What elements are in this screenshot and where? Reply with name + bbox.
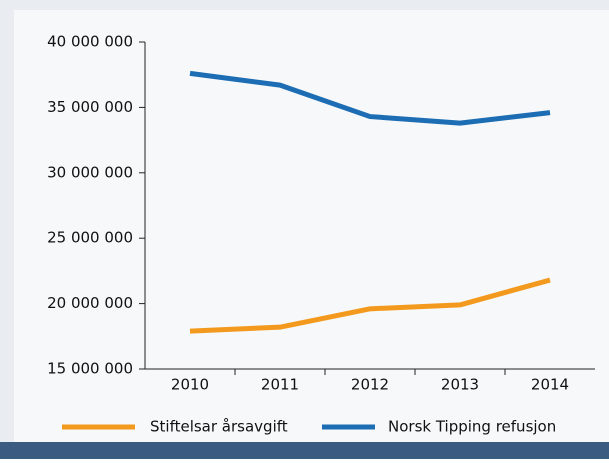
y-tick-label: 20 000 000: [47, 294, 133, 312]
data-line: [189, 70, 551, 126]
legend-label: Stiftelsar årsavgift: [150, 418, 288, 436]
y-tick-label: 40 000 000: [47, 33, 133, 51]
x-tick-label: 2013: [441, 376, 479, 394]
data-line: [189, 277, 551, 334]
legend-label: Norsk Tipping refusjon: [388, 418, 556, 436]
y-tick-label: 30 000 000: [47, 163, 133, 181]
panel: [14, 10, 609, 442]
x-tick-label: 2012: [351, 376, 389, 394]
x-tick-label: 2010: [171, 376, 209, 394]
y-tick-label: 35 000 000: [47, 98, 133, 116]
y-tick-label: 15 000 000: [47, 360, 133, 378]
x-tick-label: 2011: [261, 376, 299, 394]
footer-bar: [0, 442, 609, 459]
x-tick-label: 2014: [531, 376, 569, 394]
y-tick-label: 25 000 000: [47, 229, 133, 247]
